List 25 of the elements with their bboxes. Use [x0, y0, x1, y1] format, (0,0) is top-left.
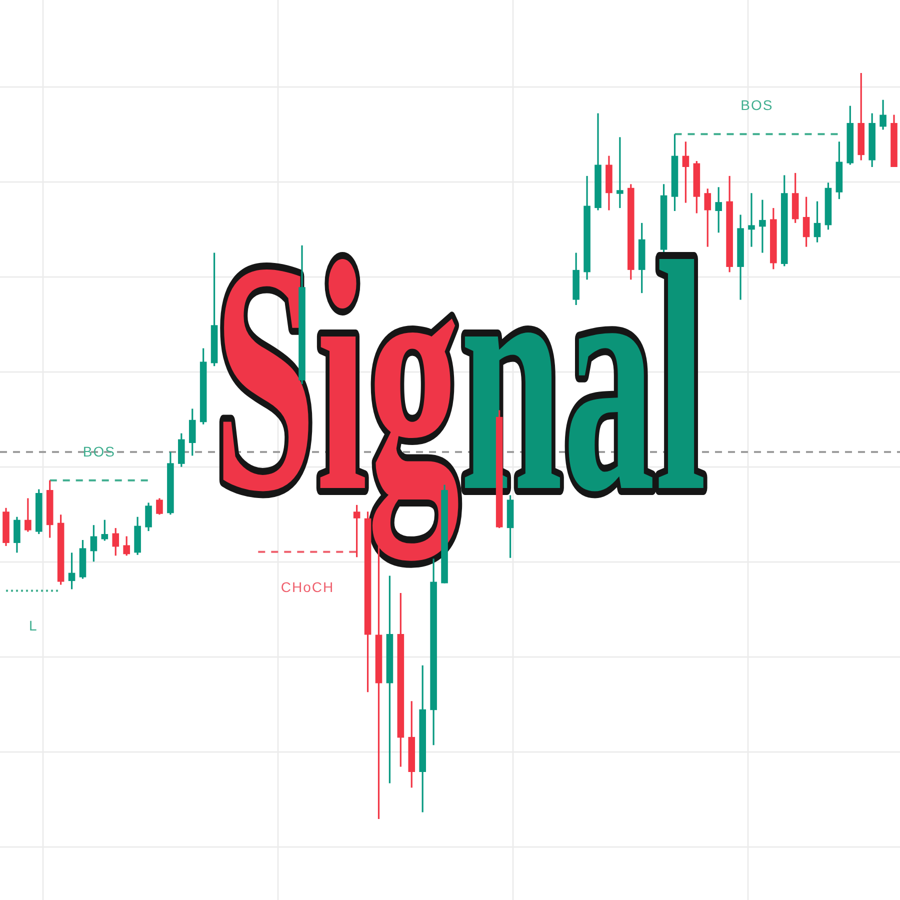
series-label: BOS — [740, 97, 774, 114]
candlestick — [188, 408, 196, 456]
candlestick — [616, 136, 624, 209]
candlestick — [814, 200, 821, 244]
candlestick — [156, 497, 163, 516]
candlestick — [353, 504, 360, 558]
candlestick — [748, 192, 755, 248]
candlestick — [759, 199, 766, 254]
chart-title: Signal — [213, 194, 707, 566]
candlestick — [704, 188, 712, 248]
candlestick — [715, 186, 722, 234]
candlestick — [101, 519, 108, 542]
candlestick — [682, 140, 690, 204]
candlestick — [802, 196, 810, 248]
candlestick — [24, 497, 32, 533]
series-label: L — [29, 618, 38, 634]
series-label: CHoCH — [280, 578, 334, 595]
candlestick — [123, 535, 130, 556]
candlestick — [112, 527, 120, 556]
candlestick — [880, 99, 886, 130]
candlestick — [14, 516, 20, 554]
series-label: BOS — [82, 443, 116, 460]
candlestick — [90, 524, 98, 562]
candlestick — [68, 552, 76, 590]
candlestick — [145, 502, 152, 532]
